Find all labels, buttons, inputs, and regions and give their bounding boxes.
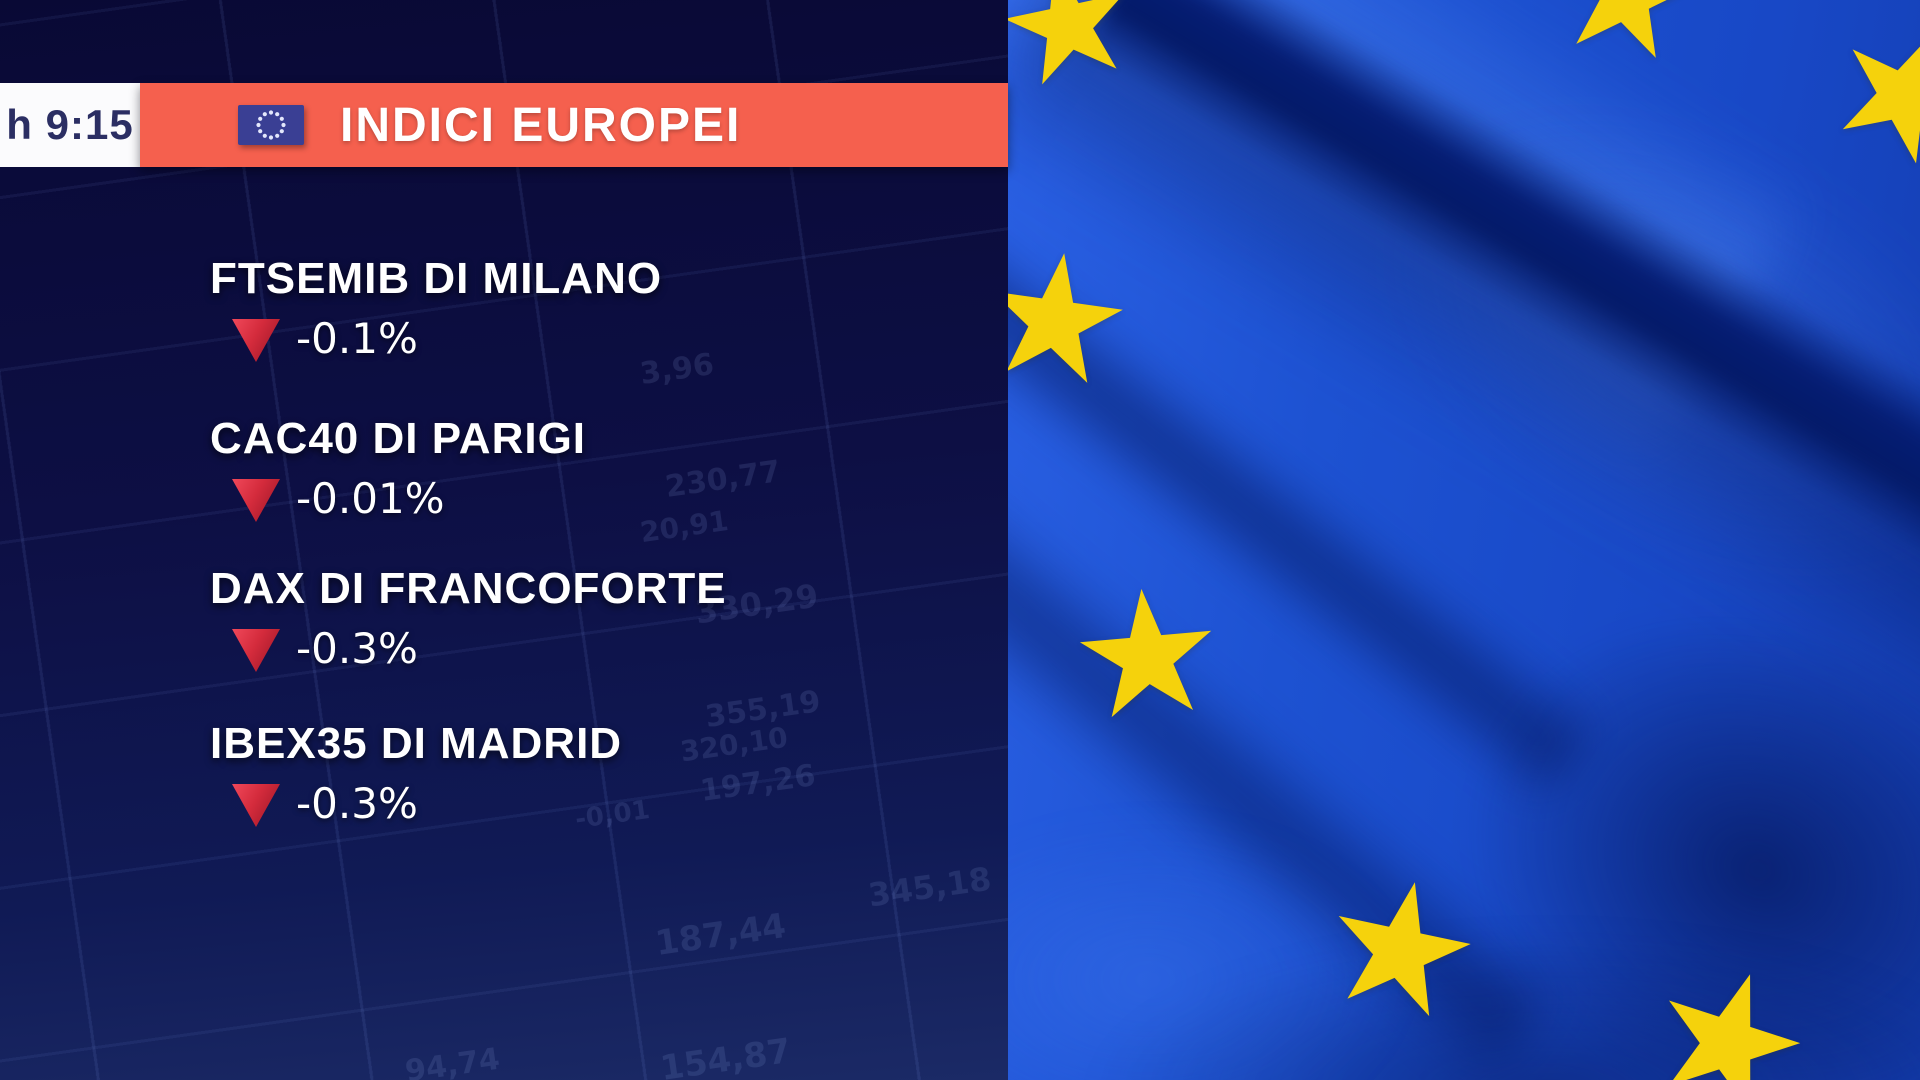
index-row-ibex35: IBEX35 DI MADRID -0.3%: [210, 720, 622, 828]
header-bar: INDICI EUROPEI: [140, 83, 1008, 167]
flag-star-icon: [1799, 0, 1920, 202]
flag-fold-shadow: [1080, 0, 1920, 641]
index-row-ftsemib: FTSEMIB DI MILANO -0.1%: [210, 255, 662, 363]
triangle-down-icon: [232, 784, 280, 827]
index-change: -0.1%: [296, 314, 418, 363]
header-title: INDICI EUROPEI: [340, 98, 742, 152]
index-row-cac40: CAC40 DI PARIGI -0.01%: [210, 415, 586, 523]
index-name: CAC40 DI PARIGI: [210, 414, 587, 463]
flag-star-icon: [1624, 929, 1833, 1080]
flag-star-icon: [1008, 0, 1155, 115]
ghost-number: 197,26: [698, 758, 818, 809]
left-panel-background: 3,96 230,77 20,91 330,29 355,19 320,10 1…: [0, 0, 1008, 1080]
triangle-down-icon: [232, 319, 280, 362]
flag-star-icon: [1536, 0, 1716, 90]
ghost-number: 154,87: [657, 1031, 794, 1080]
ghost-number: 94,74: [403, 1041, 502, 1080]
eu-flag-icon: [238, 105, 304, 145]
ghost-number: 230,77: [663, 454, 783, 505]
index-name: DAX DI FRANCOFORTE: [210, 564, 727, 613]
index-name: FTSEMIB DI MILANO: [210, 254, 663, 303]
triangle-down-icon: [232, 479, 280, 522]
index-change: -0.3%: [296, 624, 418, 673]
index-name: IBEX35 DI MADRID: [210, 719, 623, 768]
flag-fold-shadow: [1008, 452, 1568, 1080]
time-label: h 9:15: [6, 101, 134, 148]
triangle-down-icon: [232, 629, 280, 672]
index-change: -0.3%: [296, 779, 418, 828]
flag-star-icon: [1008, 222, 1143, 414]
eu-flag-photo: [1008, 0, 1920, 1080]
index-row-dax: DAX DI FRANCOFORTE -0.3%: [210, 565, 727, 673]
flag-star-icon: [1063, 562, 1232, 747]
ghost-number: 187,44: [652, 906, 789, 964]
index-change: -0.01%: [296, 474, 445, 523]
flag-star-icon: [1305, 846, 1496, 1051]
ghost-number: 320,10: [678, 720, 790, 769]
ghost-number: 345,18: [865, 859, 994, 915]
time-box: h 9:15: [0, 83, 140, 167]
ghost-number: 20,91: [638, 503, 731, 550]
